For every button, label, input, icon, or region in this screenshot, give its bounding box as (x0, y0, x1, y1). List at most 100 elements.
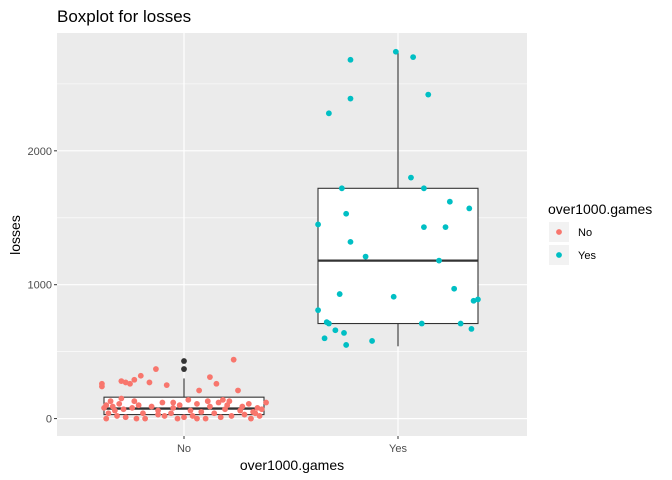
data-point (159, 399, 166, 406)
y-tick-label: 1000 (28, 280, 52, 292)
data-point (390, 293, 397, 300)
x-tick-label: Yes (389, 443, 407, 455)
data-point (142, 415, 149, 422)
data-point (451, 285, 458, 292)
data-point (181, 414, 187, 421)
data-point (369, 338, 375, 344)
data-point (131, 398, 138, 405)
data-point (101, 404, 107, 411)
data-point (103, 415, 110, 422)
data-point (343, 210, 350, 217)
data-point (155, 411, 161, 418)
data-point (114, 413, 120, 419)
x-axis-title: over1000.games (240, 457, 344, 473)
chart-title: Boxplot for losses (57, 7, 191, 26)
legend-title: over1000.games (548, 201, 652, 217)
data-point (163, 382, 170, 389)
data-point (161, 413, 168, 419)
data-point (168, 410, 174, 417)
data-point (446, 198, 453, 205)
data-point (392, 48, 399, 55)
data-point (174, 415, 181, 422)
data-point (187, 407, 194, 414)
data-point (204, 398, 211, 405)
data-point (99, 383, 105, 390)
axis-ticks: 0 1000 2000 No Yes (28, 146, 408, 455)
data-point (343, 342, 350, 348)
data-point (105, 410, 112, 417)
data-point (475, 296, 481, 303)
data-point (245, 400, 252, 407)
data-point (410, 54, 417, 60)
data-point (425, 91, 432, 98)
data-point (315, 221, 321, 228)
data-point (436, 257, 442, 264)
data-point (336, 291, 343, 297)
data-point (196, 387, 203, 394)
data-point (207, 403, 213, 410)
data-point (140, 410, 146, 417)
data-point (457, 320, 464, 327)
data-point (202, 415, 209, 422)
data-point (239, 403, 246, 410)
data-point (131, 376, 138, 383)
data-points (99, 48, 481, 422)
data-point (111, 407, 118, 414)
data-point (256, 413, 263, 419)
legend-label: No (578, 227, 592, 239)
legend-label: Yes (578, 250, 596, 262)
data-point (347, 95, 354, 102)
data-point (362, 253, 369, 260)
data-point (418, 320, 425, 327)
data-point (135, 402, 142, 409)
data-point (155, 407, 161, 414)
data-point (194, 400, 200, 407)
data-point (129, 404, 136, 411)
data-point (258, 406, 265, 413)
data-point (325, 110, 332, 117)
data-point (194, 415, 200, 422)
data-point (170, 404, 177, 411)
data-point (332, 327, 339, 334)
data-point (421, 185, 427, 192)
legend-swatch (556, 252, 562, 258)
data-point (118, 395, 125, 402)
data-point (176, 402, 183, 409)
data-point (421, 224, 427, 231)
data-point (315, 307, 321, 314)
data-point (120, 406, 127, 413)
y-axis-title: losses (7, 215, 23, 255)
data-point (148, 403, 155, 410)
data-point (133, 415, 140, 422)
data-point (263, 399, 269, 406)
data-point (153, 366, 159, 372)
data-point (219, 396, 226, 403)
data-point (211, 410, 218, 417)
data-point (466, 205, 473, 212)
data-point (228, 413, 235, 419)
x-tick-label: No (177, 443, 191, 455)
data-point (185, 396, 192, 403)
box (317, 187, 479, 325)
data-point (325, 320, 332, 327)
data-point (127, 380, 133, 387)
data-point (347, 238, 354, 245)
data-point (226, 398, 233, 405)
data-point (170, 399, 177, 406)
data-point (347, 56, 354, 63)
data-point (198, 409, 205, 415)
data-point (107, 398, 114, 405)
data-point (248, 415, 254, 422)
legend-swatch (556, 229, 562, 235)
data-point (116, 400, 123, 407)
data-point (122, 414, 129, 421)
data-point (468, 325, 475, 332)
data-point (230, 356, 237, 363)
data-point (215, 399, 222, 406)
legend: over1000.games No Yes (548, 201, 652, 265)
y-tick-label: 2000 (28, 146, 52, 158)
data-point (235, 387, 241, 394)
data-point (189, 413, 196, 419)
data-point (137, 372, 144, 379)
data-point (341, 330, 347, 336)
